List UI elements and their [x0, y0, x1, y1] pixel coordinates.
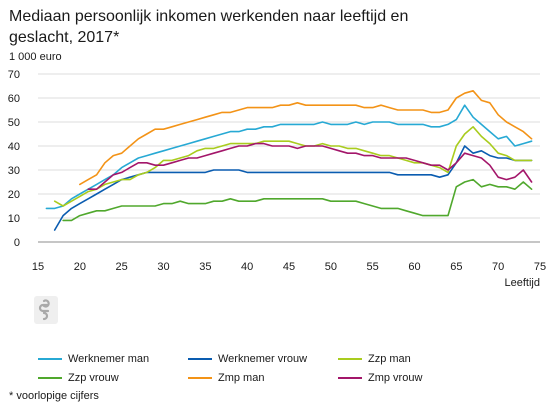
x-tick-label: 20 — [74, 261, 86, 273]
legend-swatch — [38, 377, 62, 379]
series-line-zzp-man — [53, 126, 533, 207]
series-line-zmp-vrouw — [87, 142, 533, 190]
legend-label: Zmp man — [218, 372, 265, 384]
y-tick-label: 40 — [8, 141, 20, 153]
legend-label: Werknemer man — [68, 353, 150, 365]
y-tick-label: 0 — [14, 237, 20, 249]
x-axis-label: Leeftijd — [505, 277, 540, 289]
y-tick-label: 30 — [8, 165, 20, 177]
legend-swatch — [188, 358, 212, 360]
x-tick-label: 55 — [367, 261, 379, 273]
legend-label: Zzp vrouw — [68, 372, 119, 384]
y-tick-label: 70 — [8, 69, 20, 81]
x-tick-label: 70 — [492, 261, 504, 273]
x-tick-label: 35 — [199, 261, 211, 273]
legend-label: Zmp vrouw — [368, 372, 423, 384]
x-tick-label: 15 — [32, 261, 44, 273]
series-line-werknemer-vrouw — [53, 145, 533, 231]
y-axis-unit-label: 1 000 euro — [9, 51, 62, 63]
legend: Werknemer man Werknemer vrouw Zzp man Zzp v… — [0, 352, 555, 386]
legend-swatch — [38, 358, 62, 360]
x-tick-label: 25 — [116, 261, 128, 273]
y-tick-label: 10 — [8, 213, 20, 225]
x-tick-label: 40 — [241, 261, 253, 273]
x-tick-label: 30 — [157, 261, 169, 273]
x-tick-label: 45 — [283, 261, 295, 273]
x-tick-label: 60 — [408, 261, 420, 273]
cbs-logo-icon — [34, 296, 58, 324]
legend-swatch — [338, 358, 362, 360]
series-line-zzp-vrouw — [62, 178, 533, 222]
legend-swatch — [338, 377, 362, 379]
x-tick-label: 75 — [534, 261, 546, 273]
y-tick-label: 50 — [8, 117, 20, 129]
y-tick-label: 20 — [8, 189, 20, 201]
legend-swatch — [188, 377, 212, 379]
series-line-zmp-man — [79, 90, 533, 186]
footnote: * voorlopige cijfers — [9, 390, 99, 402]
chart-title: Mediaan persoonlijk inkomen werkenden na… — [9, 8, 409, 46]
legend-label: Zzp man — [368, 353, 411, 365]
x-tick-label: 50 — [325, 261, 337, 273]
series-line-werknemer-man — [45, 104, 533, 210]
x-tick-label: 65 — [450, 261, 462, 273]
y-tick-label: 60 — [8, 93, 20, 105]
legend-label: Werknemer vrouw — [218, 353, 308, 365]
